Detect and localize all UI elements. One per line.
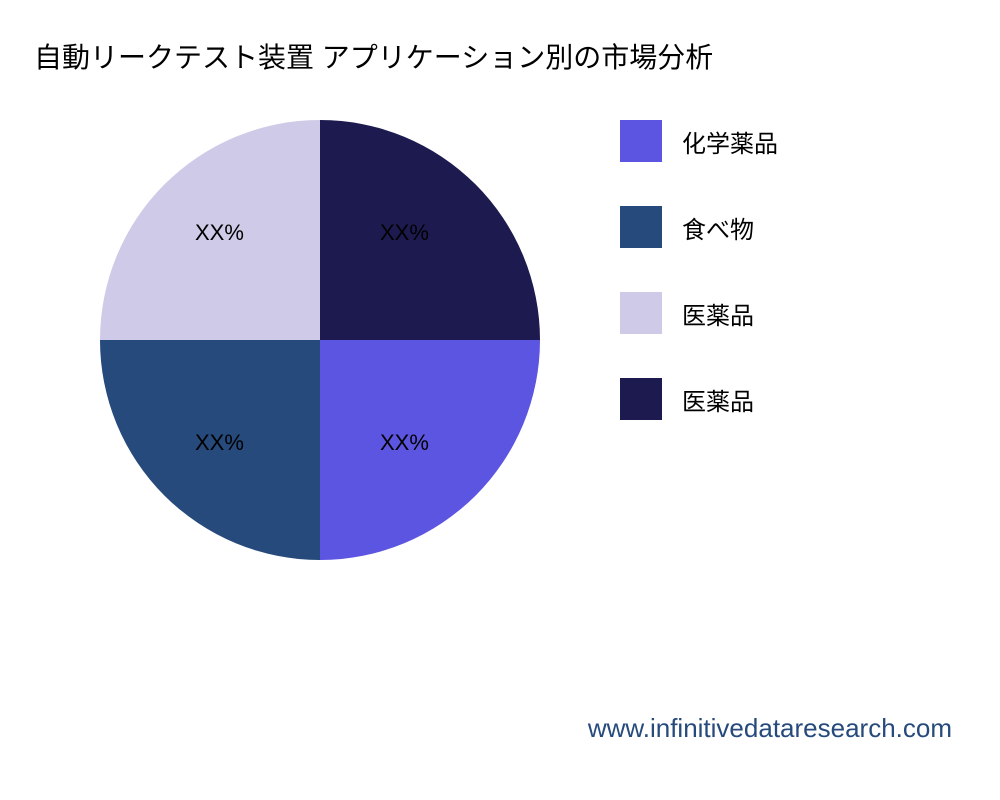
legend-swatch-2 bbox=[620, 292, 662, 334]
legend-item-2: 医薬品 bbox=[620, 292, 778, 334]
legend-swatch-3 bbox=[620, 378, 662, 420]
legend-item-3: 医薬品 bbox=[620, 378, 778, 420]
pie-svg bbox=[100, 120, 540, 560]
pie-slice-0 bbox=[320, 120, 540, 340]
legend-label-1: 食べ物 bbox=[682, 210, 754, 245]
legend-label-3: 医薬品 bbox=[682, 382, 754, 417]
pie-slice-label-3: XX% bbox=[195, 220, 244, 246]
legend-swatch-1 bbox=[620, 206, 662, 248]
footer-url: www.infinitivedataresearch.com bbox=[588, 713, 952, 744]
legend-item-0: 化学薬品 bbox=[620, 120, 778, 162]
pie-slice-label-0: XX% bbox=[380, 220, 429, 246]
pie-slice-label-1: XX% bbox=[380, 430, 429, 456]
pie-slice-1 bbox=[320, 340, 540, 560]
legend-item-1: 食べ物 bbox=[620, 206, 778, 248]
legend: 化学薬品 食べ物 医薬品 医薬品 bbox=[620, 120, 778, 420]
chart-title: 自動リークテスト装置 アプリケーション別の市場分析 bbox=[34, 36, 713, 76]
legend-label-0: 化学薬品 bbox=[682, 124, 778, 159]
legend-label-2: 医薬品 bbox=[682, 296, 754, 331]
legend-swatch-0 bbox=[620, 120, 662, 162]
pie-chart: XX% XX% XX% XX% bbox=[100, 120, 540, 560]
pie-slice-label-2: XX% bbox=[195, 430, 244, 456]
